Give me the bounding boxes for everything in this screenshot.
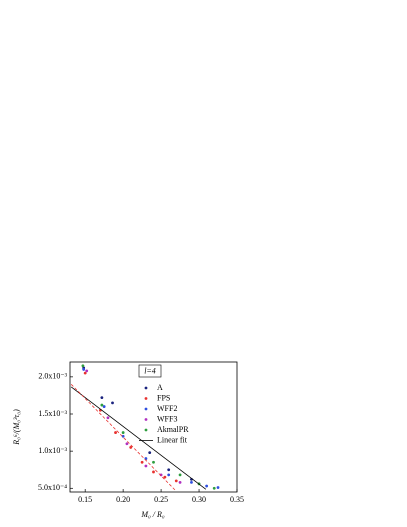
data-point (102, 405, 106, 408)
legend-marker (144, 397, 148, 400)
data-point (140, 460, 144, 464)
data-point (212, 486, 216, 490)
data-point (129, 446, 133, 449)
x-tick-label: 0.20 (116, 495, 130, 504)
legend-label: A (157, 383, 163, 392)
data-point (121, 434, 125, 438)
data-point (178, 480, 182, 484)
legend-marker (144, 418, 148, 421)
data-point (106, 416, 110, 420)
legend-label: FPS (157, 393, 170, 402)
data-point (163, 475, 167, 479)
legend-marker (144, 407, 148, 411)
data-point (121, 431, 125, 434)
data-point (144, 464, 148, 468)
legend-label: Linear fit (157, 435, 188, 444)
data-point (85, 369, 89, 373)
y-tick-label: 5.0x10⁻⁴ (38, 483, 67, 492)
data-point (152, 470, 155, 474)
x-tick-label: 0.35 (230, 495, 244, 504)
data-point (125, 442, 129, 446)
data-point (205, 484, 209, 488)
legend-label: AkmalPR (157, 425, 189, 434)
legend-label: WFF2 (157, 404, 177, 413)
data-point (190, 480, 193, 484)
data-point (152, 460, 155, 464)
data-point (148, 451, 152, 455)
data-point (216, 486, 220, 489)
fit-line (70, 386, 207, 490)
data-point (100, 403, 104, 407)
data-point (167, 468, 171, 472)
legend-marker (144, 428, 148, 432)
x-axis-label: M₀ / R₀ (140, 510, 165, 519)
data-point (83, 371, 87, 375)
x-tick-label: 0.25 (154, 495, 168, 504)
data-point (174, 479, 178, 483)
data-point (111, 401, 114, 405)
y-tick-label: 2.0x10⁻³ (38, 372, 67, 381)
data-point (178, 473, 182, 477)
x-tick-label: 0.30 (192, 495, 206, 504)
y-axis-label: R₀⁶/(M₀³τ₀) (12, 409, 21, 446)
data-point (114, 431, 117, 434)
legend-marker (144, 386, 148, 390)
data-point (167, 473, 171, 477)
data-point (82, 368, 86, 371)
plot-frame (69, 361, 238, 493)
data-point (100, 396, 104, 400)
x-tick-label: 0.15 (78, 495, 92, 504)
y-tick-label: 1.0x10⁻³ (38, 446, 67, 455)
plot-area (70, 364, 220, 492)
data-point (81, 364, 85, 368)
legend-label: WFF3 (157, 414, 177, 423)
legend-title-box (138, 364, 162, 378)
y-tick-label: 1.5x10⁻³ (38, 409, 67, 418)
legend-title: l=4 (144, 366, 156, 375)
